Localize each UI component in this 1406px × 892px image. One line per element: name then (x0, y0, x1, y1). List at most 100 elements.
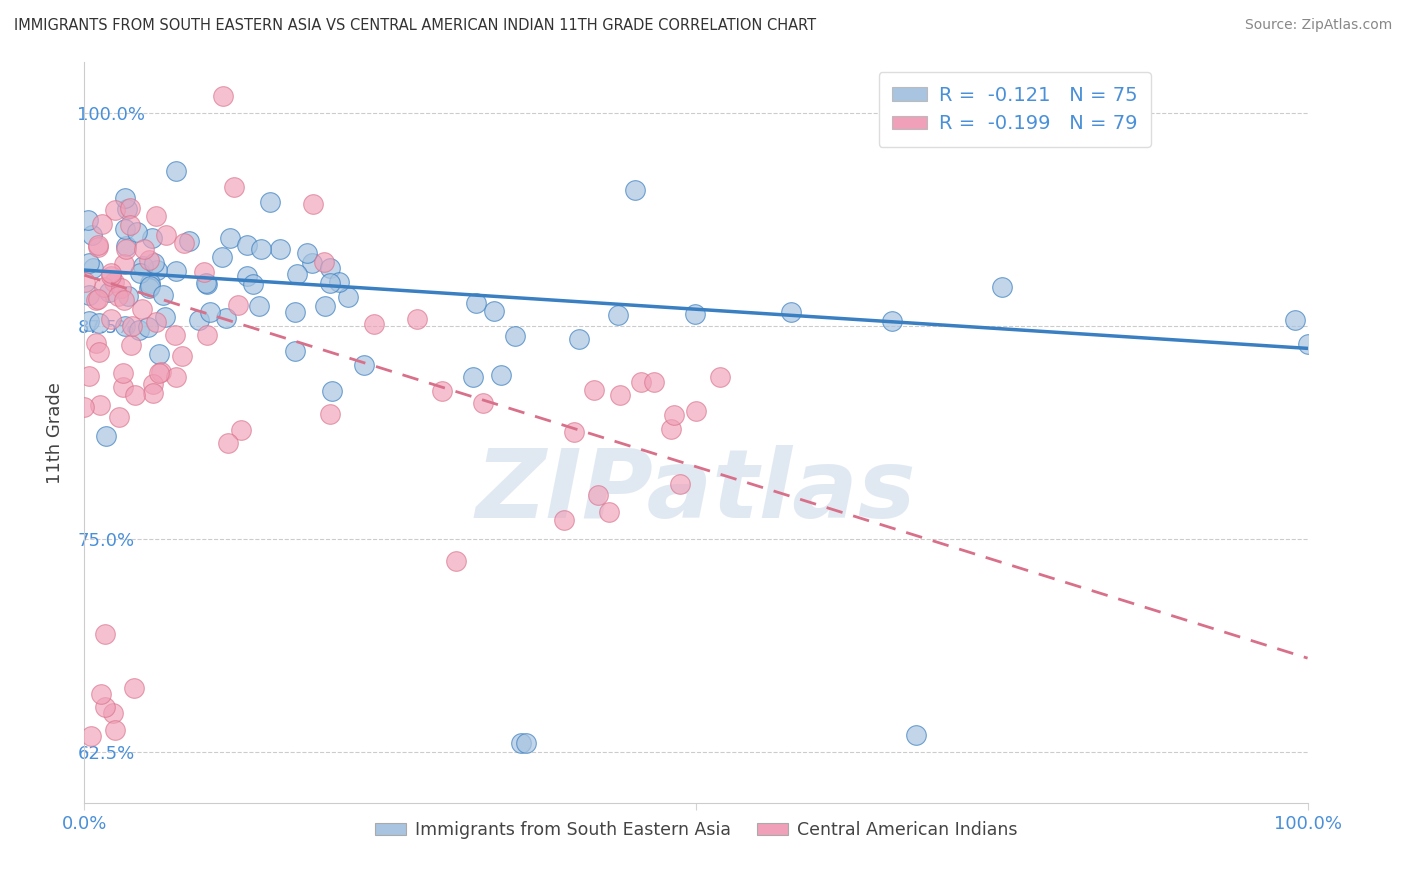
Point (104, 723, 127, 737)
Point (121, 319, 143, 334)
Point (103, 275, 125, 289)
Point (118, 218, 141, 232)
Point (319, 276, 342, 290)
Point (93, 626, 115, 640)
Point (195, 327, 218, 342)
Point (77, 255, 100, 269)
Point (659, 422, 682, 436)
Point (149, 365, 172, 379)
Point (165, 370, 187, 384)
Point (211, 250, 233, 264)
Point (195, 277, 218, 291)
Point (152, 287, 174, 301)
Point (489, 368, 512, 383)
Point (353, 358, 375, 372)
Point (122, 681, 145, 696)
Point (96, 429, 118, 443)
Point (247, 299, 270, 313)
Point (503, 329, 526, 343)
Point (432, 384, 454, 399)
Point (515, 736, 537, 750)
Point (464, 296, 486, 310)
Point (84, 335, 107, 350)
Point (87, 292, 110, 306)
Point (562, 425, 585, 439)
Point (284, 304, 307, 318)
Point (662, 408, 685, 422)
Point (139, 279, 162, 293)
Point (117, 289, 139, 303)
Point (598, 505, 620, 519)
Legend: Immigrants from South Eastern Asia, Central American Indians: Immigrants from South Eastern Asia, Cent… (368, 814, 1024, 846)
Point (249, 242, 271, 256)
Point (90, 217, 112, 231)
Point (295, 245, 318, 260)
Point (131, 260, 153, 274)
Point (219, 231, 242, 245)
Point (111, 366, 134, 380)
Point (139, 277, 162, 291)
Point (193, 265, 215, 279)
Point (145, 315, 167, 329)
Point (120, 338, 142, 352)
Point (509, 736, 531, 750)
Point (110, 281, 132, 295)
Point (138, 252, 160, 267)
Point (165, 328, 187, 343)
Point (73, 275, 96, 289)
Point (84, 293, 107, 307)
Point (301, 197, 323, 211)
Point (217, 436, 239, 450)
Point (668, 477, 690, 491)
Point (118, 201, 141, 215)
Point (141, 230, 163, 244)
Point (582, 383, 605, 397)
Text: ZIPatlas: ZIPatlas (475, 445, 917, 539)
Point (148, 347, 170, 361)
Point (101, 706, 124, 720)
Point (79, 314, 101, 328)
Point (128, 266, 150, 280)
Point (79, 729, 101, 743)
Point (484, 304, 506, 318)
Point (145, 263, 167, 277)
Point (148, 366, 170, 380)
Text: Source: ZipAtlas.com: Source: ZipAtlas.com (1244, 18, 1392, 32)
Point (114, 239, 136, 253)
Point (285, 267, 308, 281)
Point (145, 209, 167, 223)
Point (212, 89, 235, 103)
Point (314, 299, 336, 313)
Point (301, 255, 323, 269)
Point (226, 298, 249, 312)
Point (336, 290, 359, 304)
Point (709, 370, 731, 384)
Point (108, 410, 131, 425)
Point (115, 202, 138, 216)
Point (86, 238, 108, 252)
Point (115, 242, 138, 256)
Point (319, 260, 342, 275)
Point (463, 370, 485, 384)
Point (132, 242, 155, 256)
Point (179, 235, 201, 249)
Point (87, 344, 110, 359)
Point (314, 254, 336, 268)
Point (77, 213, 100, 227)
Point (236, 268, 259, 283)
Point (131, 301, 153, 316)
Point (259, 194, 281, 209)
Point (472, 396, 495, 410)
Point (568, 332, 591, 346)
Point (318, 407, 340, 421)
Point (269, 242, 291, 256)
Point (82, 260, 104, 275)
Point (198, 305, 221, 319)
Point (107, 289, 129, 303)
Point (124, 388, 146, 402)
Point (100, 266, 122, 280)
Point (882, 314, 904, 328)
Point (114, 191, 136, 205)
Point (127, 225, 149, 239)
Point (586, 488, 609, 502)
